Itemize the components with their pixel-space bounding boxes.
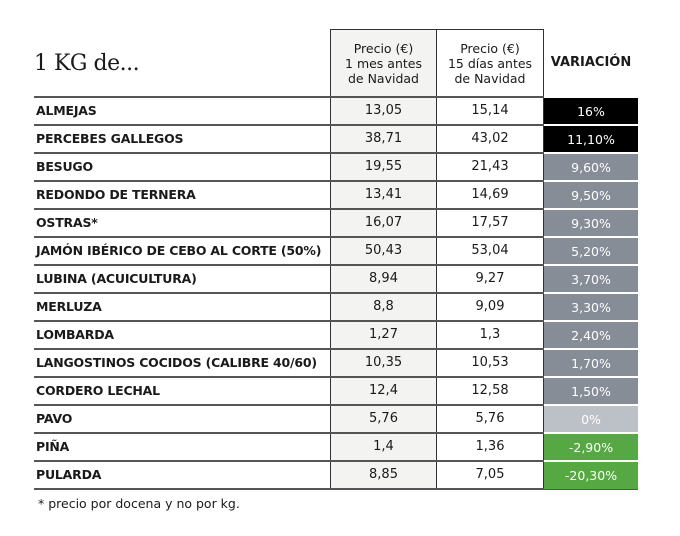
- variation-badge: 9,30%: [544, 208, 638, 237]
- price-15-days: 1,3: [437, 322, 544, 348]
- price-15-days: 15,14: [437, 98, 544, 124]
- item-name: LUBINA (ACUICULTURA): [36, 271, 197, 286]
- variation-badge: 11,10%: [544, 124, 638, 153]
- price-15-days: 9,27: [437, 266, 544, 292]
- item-name: PULARDA: [36, 467, 102, 482]
- footnote: * precio por docena y no por kg.: [38, 496, 240, 511]
- table-row: JAMÓN IBÉRICO DE CEBO AL CORTE (50%) 50,4…: [34, 236, 638, 265]
- header-line: Precio (€): [353, 40, 414, 56]
- table-row: BESUGO 19,55 21,43 9,60%: [34, 152, 638, 181]
- price-15-days: 43,02: [437, 126, 544, 152]
- price-1-month: 50,43: [330, 238, 437, 264]
- table-row: PERCEBES GALLEGOS 38,71 43,02 11,10%: [34, 124, 638, 153]
- item-name: BESUGO: [36, 159, 93, 174]
- price-1-month: 13,05: [330, 98, 437, 124]
- item-name: JAMÓN IBÉRICO DE CEBO AL CORTE (50%): [36, 243, 322, 258]
- header-line: 15 días antes: [447, 55, 533, 71]
- price-1-month: 1,4: [330, 434, 437, 460]
- header-line: de Navidad: [454, 70, 526, 86]
- price-15-days: 17,57: [437, 210, 544, 236]
- table-row: MERLUZA 8,8 9,09 3,30%: [34, 292, 638, 321]
- price-1-month: 8,8: [330, 294, 437, 320]
- variation-badge: 16%: [544, 96, 638, 125]
- table-title: 1 KG de...: [34, 51, 140, 76]
- table-body: ALMEJAS 13,05 15,14 16% PERCEBES GALLEGOS 38,…: [34, 96, 638, 490]
- item-name: CORDERO LECHAL: [36, 383, 160, 398]
- header-line: de Navidad: [347, 70, 419, 86]
- price-1-month: 38,71: [330, 126, 437, 152]
- price-15-days: 21,43: [437, 154, 544, 180]
- price-15-days: 7,05: [437, 462, 544, 488]
- item-name: OSTRAS*: [36, 215, 98, 230]
- table-row: OSTRAS* 16,07 17,57 9,30%: [34, 208, 638, 237]
- table-row: LUBINA (ACUICULTURA) 8,94 9,27 3,70%: [34, 264, 638, 293]
- price-1-month: 8,94: [330, 266, 437, 292]
- price-1-month: 19,55: [330, 154, 437, 180]
- price-15-days: 10,53: [437, 350, 544, 376]
- table-row: PAVO 5,76 5,76 0%: [34, 404, 638, 433]
- header-price-1-month: Precio (€) 1 mes antes de Navidad: [330, 29, 437, 96]
- item-name: PAVO: [36, 411, 73, 426]
- table-row: LOMBARDA 1,27 1,3 2,40%: [34, 320, 638, 349]
- variation-badge: 9,50%: [544, 180, 638, 209]
- header-line: 1 mes antes: [345, 55, 422, 71]
- price-15-days: 12,58: [437, 378, 544, 404]
- price-table: 1 KG de... Precio (€) 1 mes antes de Nav…: [34, 29, 638, 490]
- variation-badge: -20,30%: [544, 460, 638, 489]
- item-name: PERCEBES GALLEGOS: [36, 131, 184, 146]
- table-row: ALMEJAS 13,05 15,14 16%: [34, 96, 638, 125]
- header-line: Precio (€): [460, 40, 520, 56]
- variation-badge: 2,40%: [544, 320, 638, 349]
- table-row: PULARDA 8,85 7,05 -20,30%: [34, 460, 638, 490]
- table-row: PIÑA 1,4 1,36 -2,90%: [34, 432, 638, 461]
- table-row: LANGOSTINOS COCIDOS (CALIBRE 40/60) 10,35…: [34, 348, 638, 377]
- price-15-days: 53,04: [437, 238, 544, 264]
- item-name: ALMEJAS: [36, 103, 97, 118]
- variation-badge: 5,20%: [544, 236, 638, 265]
- price-1-month: 16,07: [330, 210, 437, 236]
- table-row: CORDERO LECHAL 12,4 12,58 1,50%: [34, 376, 638, 405]
- price-1-month: 13,41: [330, 182, 437, 208]
- item-name: LOMBARDA: [36, 327, 114, 342]
- price-15-days: 14,69: [437, 182, 544, 208]
- variation-badge: -2,90%: [544, 432, 638, 461]
- price-15-days: 5,76: [437, 406, 544, 432]
- item-name: LANGOSTINOS COCIDOS (CALIBRE 40/60): [36, 355, 317, 370]
- variation-badge: 3,30%: [544, 292, 638, 321]
- variation-badge: 1,70%: [544, 348, 638, 377]
- item-name: MERLUZA: [36, 299, 102, 314]
- price-15-days: 9,09: [437, 294, 544, 320]
- item-name: REDONDO DE TERNERA: [36, 187, 196, 202]
- variation-badge: 9,60%: [544, 152, 638, 181]
- price-1-month: 12,4: [330, 378, 437, 404]
- price-1-month: 1,27: [330, 322, 437, 348]
- variation-badge: 1,50%: [544, 376, 638, 405]
- table-header: 1 KG de... Precio (€) 1 mes antes de Nav…: [34, 29, 638, 96]
- variation-badge: 3,70%: [544, 264, 638, 293]
- table-row: REDONDO DE TERNERA 13,41 14,69 9,50%: [34, 180, 638, 209]
- header-price-15-days: Precio (€) 15 días antes de Navidad: [437, 29, 544, 96]
- price-1-month: 10,35: [330, 350, 437, 376]
- price-1-month: 8,85: [330, 462, 437, 488]
- item-name: PIÑA: [36, 439, 70, 454]
- price-15-days: 1,36: [437, 434, 544, 460]
- variation-badge: 0%: [544, 404, 638, 433]
- header-variation: VARIACIÓN: [550, 55, 632, 70]
- price-1-month: 5,76: [330, 406, 437, 432]
